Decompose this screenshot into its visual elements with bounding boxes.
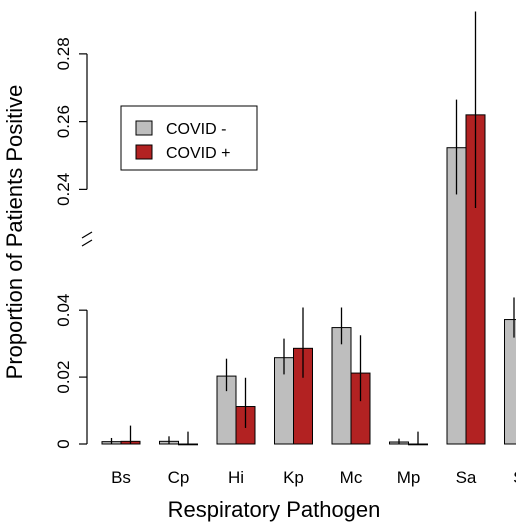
x-tick-label: Cp bbox=[168, 468, 190, 487]
x-tick-label: Hi bbox=[228, 468, 244, 487]
bar-mc-covid-neg bbox=[331, 327, 352, 445]
y-tick-label: 0.04 bbox=[54, 294, 73, 327]
y-tick-label: 0 bbox=[54, 439, 73, 448]
y-tick-label: 0.28 bbox=[54, 37, 73, 70]
legend: COVID - COVID + bbox=[120, 105, 258, 171]
axis-break-mark bbox=[81, 231, 93, 239]
x-tick-label: Bs bbox=[111, 468, 131, 487]
x-tick-label: Sp bbox=[513, 468, 516, 487]
bar-mp-covid-pos bbox=[408, 443, 428, 446]
legend-swatch bbox=[135, 144, 153, 160]
legend-swatch bbox=[135, 120, 153, 136]
x-axis-title: Respiratory Pathogen bbox=[168, 497, 381, 522]
bar-cp-covid-pos bbox=[178, 443, 198, 446]
x-tick-label: Kp bbox=[283, 468, 304, 487]
x-tick-label: Mp bbox=[397, 468, 421, 487]
y-axis: 0 0.02 0.04 0.24 0.26 0.28 bbox=[54, 37, 93, 449]
legend-label: COVID - bbox=[166, 121, 226, 138]
y-tick-label: 0.24 bbox=[54, 173, 73, 206]
y-tick-label: 0.02 bbox=[54, 361, 73, 394]
bars-group bbox=[101, 11, 516, 446]
x-tick-label: Sa bbox=[456, 468, 477, 487]
legend-label: COVID + bbox=[166, 145, 230, 162]
x-tick-label: Mc bbox=[340, 468, 363, 487]
x-axis: Bs Cp Hi Kp Mc Mp Sa Sp bbox=[111, 468, 516, 487]
axis-break-mark bbox=[81, 239, 93, 247]
y-tick-label: 0.26 bbox=[54, 105, 73, 138]
bar-sp-covid-neg bbox=[504, 319, 516, 445]
y-axis-title: Proportion of Patients Positive bbox=[2, 85, 27, 380]
